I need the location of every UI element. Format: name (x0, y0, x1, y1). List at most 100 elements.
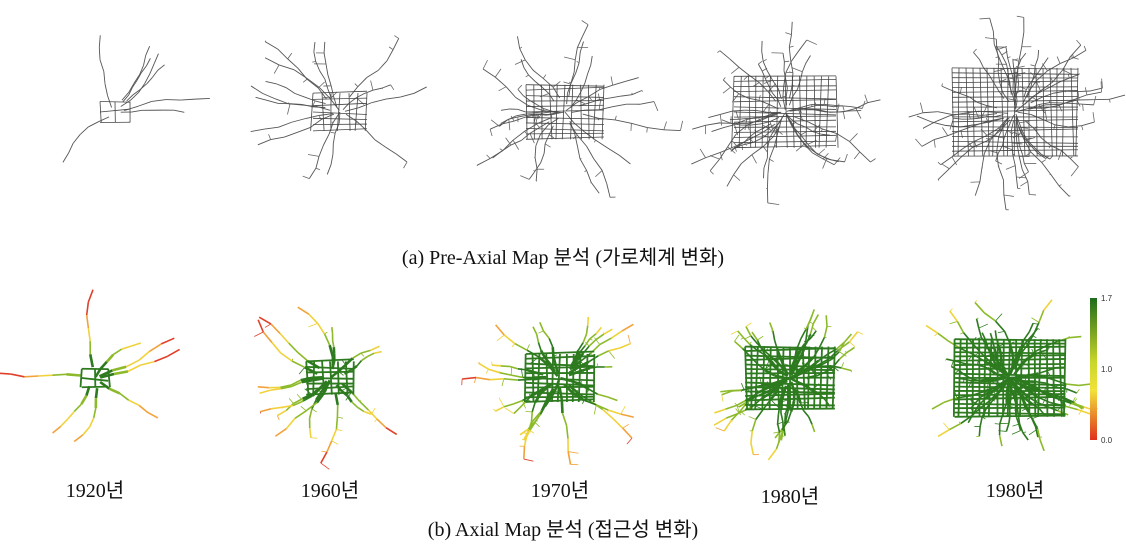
street (270, 389, 281, 391)
street (1045, 108, 1047, 119)
street (526, 96, 604, 98)
street (979, 328, 982, 337)
street (526, 387, 595, 388)
street (799, 40, 807, 50)
street (938, 162, 941, 164)
street (723, 77, 725, 80)
street (615, 116, 616, 120)
street (574, 60, 575, 72)
street (763, 59, 767, 61)
street (486, 369, 488, 373)
street (1002, 55, 1007, 64)
street (938, 169, 949, 180)
street (942, 86, 951, 90)
street (753, 138, 763, 143)
street (1016, 177, 1017, 188)
street (978, 102, 987, 105)
street (332, 122, 333, 123)
street (496, 325, 505, 335)
street (786, 88, 787, 97)
street (479, 362, 480, 363)
street (263, 93, 276, 98)
street (514, 408, 520, 414)
street (1071, 167, 1078, 176)
street (271, 407, 282, 408)
street (138, 101, 152, 106)
street (613, 104, 627, 107)
street (1015, 166, 1016, 177)
street (251, 129, 265, 132)
street (596, 140, 608, 148)
street (374, 352, 381, 354)
street (298, 353, 308, 362)
street (960, 94, 969, 97)
street (975, 300, 977, 302)
street (779, 433, 780, 442)
street (809, 417, 812, 424)
street (303, 176, 310, 178)
street (756, 409, 763, 419)
street (491, 120, 499, 127)
street (1019, 156, 1022, 169)
street (114, 371, 128, 374)
street (594, 159, 602, 171)
street (984, 313, 995, 321)
street (573, 354, 574, 402)
street (328, 75, 331, 86)
street (525, 60, 533, 70)
street (748, 98, 759, 100)
street (526, 75, 529, 77)
street (368, 353, 375, 356)
street (599, 107, 613, 110)
street (850, 133, 858, 141)
street (758, 61, 762, 64)
street (1083, 104, 1094, 105)
street (626, 78, 639, 82)
street (500, 373, 512, 375)
street (734, 131, 836, 132)
street (716, 428, 725, 431)
street (1038, 50, 1039, 58)
street (586, 354, 587, 402)
street (536, 124, 540, 128)
street (144, 56, 146, 66)
street (122, 346, 132, 349)
street (332, 441, 338, 445)
street (154, 54, 158, 64)
street (1024, 90, 1026, 97)
street (87, 315, 89, 328)
street (730, 59, 739, 67)
street (74, 435, 82, 441)
street (1035, 58, 1038, 66)
street (361, 350, 371, 353)
street (608, 410, 621, 414)
street (477, 158, 490, 165)
street (535, 146, 536, 158)
street (1023, 432, 1028, 440)
street (525, 354, 526, 402)
street (820, 347, 822, 410)
street (490, 129, 492, 136)
street (952, 150, 1078, 151)
street (272, 342, 281, 352)
street (598, 94, 599, 100)
street (785, 33, 791, 35)
street (287, 418, 295, 428)
street (596, 327, 601, 333)
street (520, 176, 529, 180)
top-caption: (a) Pre-Axial Map 분석 (가로체계 변화) (402, 246, 724, 269)
street (269, 134, 271, 139)
street (274, 65, 279, 74)
street (387, 50, 393, 61)
street (957, 361, 967, 364)
map-panels (0, 16, 1125, 469)
street (538, 331, 543, 333)
street (154, 356, 167, 361)
street (769, 86, 773, 93)
street (826, 347, 828, 410)
street (1026, 83, 1030, 90)
street (139, 405, 148, 412)
street (146, 58, 150, 66)
street (854, 152, 860, 159)
street (90, 418, 94, 427)
